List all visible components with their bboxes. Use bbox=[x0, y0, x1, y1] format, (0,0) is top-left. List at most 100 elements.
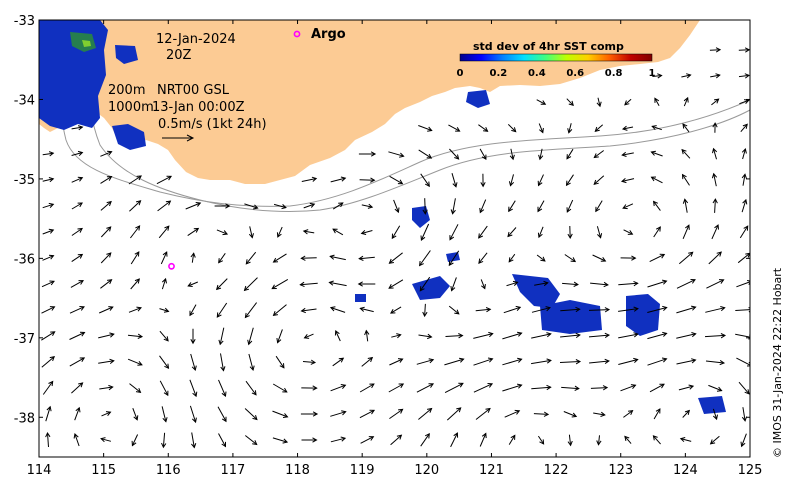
argo-float-marker bbox=[168, 262, 175, 270]
current-arrow bbox=[185, 202, 202, 210]
current-arrow bbox=[450, 432, 459, 448]
current-arrow bbox=[69, 357, 86, 367]
current-arrow bbox=[393, 199, 400, 214]
current-arrow bbox=[131, 434, 139, 447]
current-arrow bbox=[217, 406, 227, 423]
current-arrow bbox=[620, 255, 637, 261]
current-arrow bbox=[478, 252, 488, 265]
current-arrow bbox=[562, 281, 579, 287]
current-arrow bbox=[448, 305, 460, 315]
current-arrow bbox=[422, 198, 428, 215]
current-arrow bbox=[652, 73, 663, 79]
current-arrow bbox=[100, 279, 113, 289]
current-arrow bbox=[189, 379, 198, 398]
current-arrow bbox=[161, 406, 168, 423]
x-axis: 114 115 116 117 118 119 120 121 122 123 124 125 bbox=[27, 20, 763, 478]
current-arrow bbox=[70, 280, 85, 288]
current-arrow bbox=[473, 383, 494, 393]
current-arrow bbox=[419, 276, 431, 292]
current-arrow bbox=[71, 202, 83, 210]
current-arrow bbox=[741, 407, 748, 422]
current-arrow bbox=[708, 384, 723, 392]
current-arrow bbox=[621, 125, 634, 131]
current-arrow bbox=[593, 411, 606, 417]
current-arrow bbox=[71, 125, 84, 131]
current-arrow bbox=[100, 437, 112, 443]
argo-legend-label: Argo bbox=[311, 27, 346, 42]
current-arrow bbox=[623, 409, 634, 418]
current-arrow bbox=[624, 98, 632, 106]
current-arrow bbox=[679, 437, 692, 443]
current-arrow bbox=[301, 437, 318, 443]
date-label: 12-Jan-2024 bbox=[156, 32, 236, 47]
current-arrow bbox=[300, 255, 317, 261]
current-arrow bbox=[508, 253, 516, 263]
current-source-label: NRT00 GSL bbox=[157, 83, 230, 98]
current-arrow bbox=[187, 227, 200, 237]
current-arrow bbox=[359, 383, 375, 393]
current-arrow bbox=[101, 411, 112, 417]
current-arrow bbox=[388, 279, 404, 289]
current-arrow bbox=[332, 202, 344, 210]
current-arrow bbox=[531, 306, 551, 313]
current-arrow bbox=[216, 229, 229, 236]
current-arrow bbox=[41, 331, 56, 341]
current-arrow bbox=[98, 306, 114, 314]
current-arrow bbox=[536, 99, 547, 105]
current-arrow bbox=[359, 306, 374, 313]
current-arrow bbox=[588, 307, 611, 313]
current-arrow bbox=[69, 331, 86, 340]
current-arrow bbox=[502, 357, 523, 366]
current-arrow bbox=[711, 98, 720, 106]
current-arrow bbox=[389, 175, 404, 185]
current-arrow bbox=[451, 173, 458, 188]
current-arrow bbox=[100, 226, 112, 238]
current-arrow bbox=[419, 250, 431, 267]
current-arrow bbox=[560, 306, 581, 313]
current-arrow bbox=[74, 406, 81, 421]
current-arrow bbox=[418, 149, 433, 159]
current-arrow bbox=[302, 359, 317, 365]
current-arrow bbox=[329, 306, 346, 313]
current-arrow bbox=[159, 307, 170, 313]
current-arrow bbox=[705, 359, 726, 366]
current-arrow bbox=[332, 228, 344, 236]
current-arrow bbox=[247, 327, 254, 346]
current-arrow bbox=[391, 225, 401, 240]
current-arrow bbox=[300, 411, 319, 417]
current-arrow bbox=[538, 148, 544, 161]
current-arrow bbox=[448, 124, 461, 132]
current-arrow bbox=[218, 327, 225, 346]
current-arrow bbox=[676, 332, 697, 339]
current-arrow bbox=[565, 174, 574, 187]
current-arrow bbox=[303, 333, 314, 339]
current-arrow bbox=[272, 410, 289, 418]
current-arrow bbox=[42, 228, 55, 235]
x-tick-label: 125 bbox=[738, 463, 763, 478]
current-arrow bbox=[158, 225, 170, 239]
current-arrow bbox=[358, 255, 375, 261]
current-arrow bbox=[563, 411, 578, 418]
current-arrow bbox=[244, 408, 258, 421]
colorbar-ticks: 0 0.2 0.4 0.6 0.8 1 bbox=[457, 68, 656, 79]
current-arrow bbox=[594, 124, 604, 132]
current-arrow bbox=[652, 200, 661, 211]
current-arrow bbox=[334, 330, 341, 342]
current-arrow bbox=[647, 305, 668, 313]
current-arrow bbox=[190, 353, 197, 371]
argo-legend-marker bbox=[293, 30, 301, 38]
current-arrow bbox=[564, 254, 577, 263]
x-tick-label: 115 bbox=[91, 463, 116, 478]
current-arrow bbox=[538, 123, 544, 134]
current-arrow bbox=[618, 332, 639, 339]
current-arrow bbox=[566, 98, 574, 107]
current-arrow bbox=[161, 432, 167, 449]
current-arrow bbox=[676, 279, 696, 289]
isobath-1000m-label: 1000m bbox=[108, 100, 154, 115]
current-arrow bbox=[595, 200, 603, 213]
current-arrow bbox=[712, 147, 718, 160]
current-arrow bbox=[420, 432, 430, 447]
current-arrow bbox=[302, 229, 315, 235]
current-arrow bbox=[71, 176, 84, 183]
